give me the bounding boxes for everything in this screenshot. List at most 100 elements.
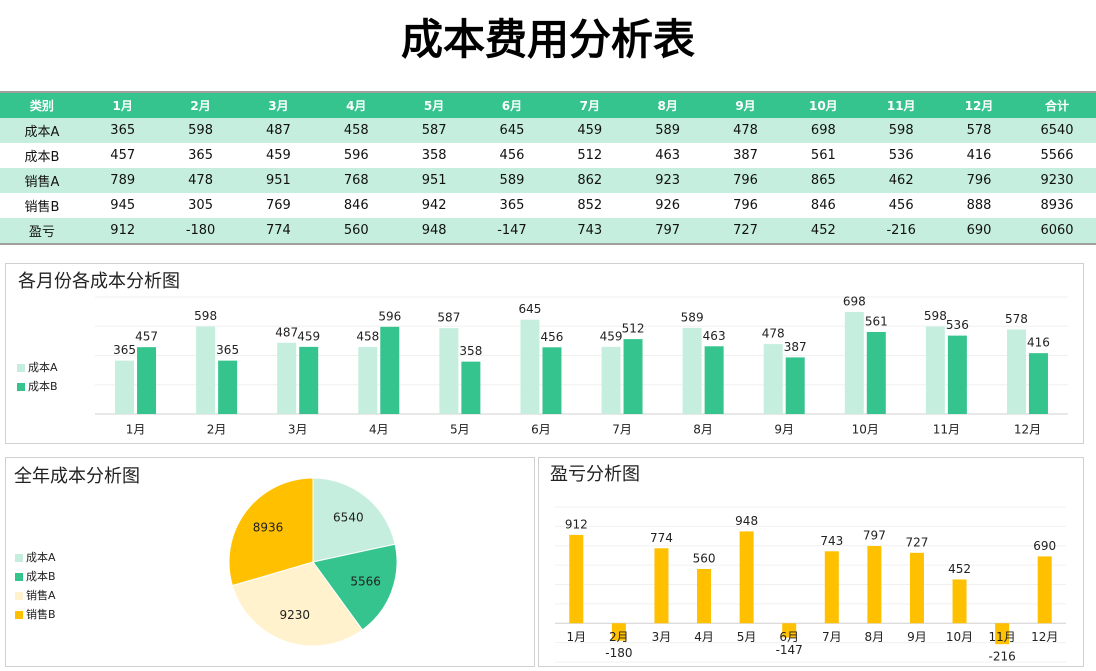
table-cell: 596 bbox=[343, 148, 369, 163]
table-cell: 768 bbox=[317, 168, 396, 193]
legend-label: 成本A bbox=[26, 550, 56, 564]
table-cell: 589 bbox=[473, 168, 551, 193]
table-cell: 774 bbox=[239, 218, 318, 244]
data-label: 598 bbox=[924, 309, 947, 323]
table-cell: 销售A bbox=[0, 168, 84, 193]
x-tick-label: 10月 bbox=[852, 423, 879, 437]
bar bbox=[866, 331, 886, 414]
data-label: 560 bbox=[693, 552, 716, 566]
legend-swatch bbox=[15, 573, 23, 581]
bar bbox=[1037, 556, 1052, 624]
data-label: 578 bbox=[1005, 312, 1028, 326]
table-cell: 365 bbox=[188, 148, 213, 163]
data-label: 598 bbox=[194, 309, 217, 323]
table-cell: 589 bbox=[628, 118, 707, 143]
panel bbox=[5, 263, 1084, 444]
pie-slice bbox=[231, 561, 364, 647]
data-label: 8936 bbox=[253, 521, 284, 535]
table-cell: 456 bbox=[499, 148, 525, 163]
bar bbox=[739, 531, 754, 624]
bar bbox=[611, 623, 626, 641]
data-label: 456 bbox=[541, 330, 564, 344]
table-cell: 8月 bbox=[628, 92, 707, 118]
table-cell: 10月 bbox=[784, 92, 863, 118]
chart-title: 盈亏分析图 bbox=[550, 464, 640, 485]
bar bbox=[439, 328, 459, 414]
x-tick-label: 6月 bbox=[779, 630, 799, 644]
table-cell: 865 bbox=[784, 168, 863, 193]
table-cell: 846 bbox=[343, 198, 369, 213]
data-label: 387 bbox=[784, 340, 807, 354]
table-cell: 512 bbox=[577, 148, 603, 163]
table-cell: 797 bbox=[628, 218, 707, 244]
legend-swatch bbox=[15, 592, 23, 600]
data-label: 452 bbox=[948, 562, 971, 576]
table-cell: 12月 bbox=[940, 92, 1018, 118]
table-cell: 578 bbox=[940, 118, 1018, 143]
table-cell: 846 bbox=[810, 198, 836, 213]
x-tick-label: 2月 bbox=[609, 630, 629, 644]
table-cell: 487 bbox=[239, 118, 318, 143]
table-cell: 1月 bbox=[83, 92, 162, 118]
bar bbox=[925, 326, 945, 414]
data-label: 463 bbox=[703, 329, 726, 343]
bar bbox=[995, 623, 1010, 645]
table-cell: 458 bbox=[317, 118, 396, 143]
bar bbox=[697, 569, 712, 624]
table-row: 成本A 365 598 487 458 587 645 459 589 478 698 598 578 6… bbox=[0, 118, 1096, 143]
data-label: 698 bbox=[843, 294, 866, 308]
table-cell: 459 bbox=[550, 118, 629, 143]
legend-label: 成本B bbox=[26, 569, 56, 583]
data-label: 459 bbox=[297, 329, 320, 343]
pie-slice bbox=[228, 477, 314, 587]
legend-label: 销售A bbox=[26, 588, 56, 602]
table-row: 类别 1月 2月 3月 4月 5月 6月 7月 8月 9月 10月 11月 12月 合计 bbox=[0, 92, 1096, 118]
table-cell: 305 bbox=[188, 198, 213, 213]
table-cell: 478 bbox=[161, 168, 240, 193]
table-cell: 769 bbox=[266, 198, 291, 213]
table-cell: 9230 bbox=[1017, 168, 1096, 193]
table-row: 盈亏 912 -180 774 560 948 -147 743 797 727 452 -216 69… bbox=[0, 218, 1096, 244]
legend-swatch bbox=[17, 383, 25, 391]
bar bbox=[844, 311, 864, 414]
data-label: 358 bbox=[459, 344, 482, 358]
data-label: 596 bbox=[378, 309, 401, 323]
bar bbox=[623, 339, 643, 414]
table-row: 销售B 945 305 769 846 942 365 852 926 796 846 456 888 8… bbox=[0, 193, 1096, 218]
table-cell: 452 bbox=[784, 218, 863, 244]
data-label: 487 bbox=[275, 325, 298, 339]
legend-label: 成本B bbox=[28, 379, 58, 393]
table-cell: 416 bbox=[966, 148, 992, 163]
chart-title: 各月份各成本分析图 bbox=[18, 271, 180, 292]
table-cell: 6540 bbox=[1017, 118, 1096, 143]
bar bbox=[1006, 329, 1026, 414]
data-label: 6540 bbox=[333, 511, 364, 525]
data-label: 478 bbox=[762, 327, 785, 341]
table-cell: 387 bbox=[733, 148, 758, 163]
table-cell: 598 bbox=[161, 118, 240, 143]
table-cell: 盈亏 bbox=[0, 218, 84, 244]
x-tick-label: 4月 bbox=[369, 423, 389, 437]
data-label: 512 bbox=[622, 322, 645, 336]
x-tick-label: 9月 bbox=[774, 423, 794, 437]
bar bbox=[380, 326, 400, 414]
table-cell: 类别 bbox=[0, 92, 84, 118]
table-cell: 9月 bbox=[706, 92, 785, 118]
table-cell: 945 bbox=[110, 198, 136, 213]
table-cell: 463 bbox=[655, 148, 681, 163]
table-cell: 457 bbox=[110, 148, 136, 163]
bar bbox=[299, 346, 319, 414]
table-cell: -180 bbox=[161, 218, 240, 244]
data-label: 797 bbox=[863, 529, 886, 543]
x-tick-label: 4月 bbox=[694, 630, 714, 644]
pie-slice bbox=[312, 477, 396, 563]
data-label: 948 bbox=[735, 514, 758, 528]
page-title: 成本费用分析表 bbox=[400, 15, 695, 64]
table-cell: 成本B bbox=[24, 150, 60, 165]
data-label: 645 bbox=[519, 302, 542, 316]
table-cell: 796 bbox=[733, 198, 758, 213]
table-cell: 456 bbox=[888, 198, 914, 213]
data-label: 9230 bbox=[280, 608, 311, 622]
x-tick-label: 12月 bbox=[1031, 630, 1058, 644]
